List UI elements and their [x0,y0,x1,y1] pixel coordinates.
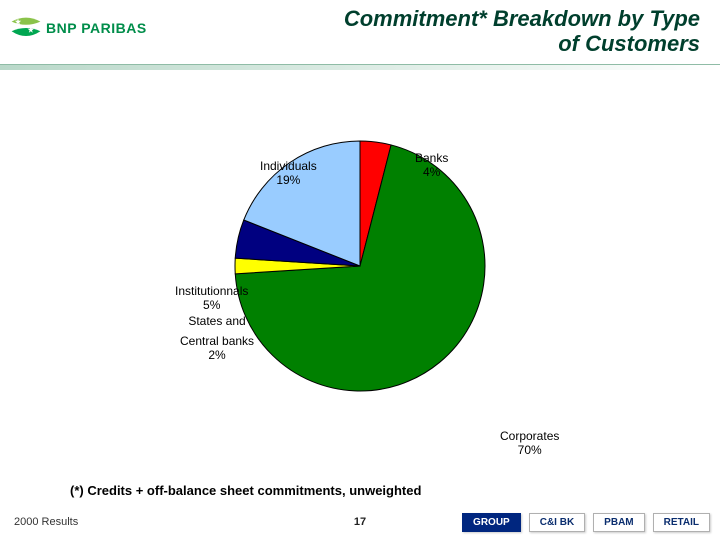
brand-name: BNP PARIBAS [46,20,147,36]
pie-slice-label: Institutionnals5% [175,285,248,313]
pie-slice-label: Corporates70% [500,430,559,458]
footnote: (*) Credits + off-balance sheet commitme… [70,483,421,498]
page-title-line2: of Customers [344,31,700,56]
brand-logo: BNP PARIBAS [10,12,147,44]
footer-left-text: 2000 Results [14,516,78,528]
footer-tabs: GROUP C&I BK PBAM RETAIL [462,513,710,532]
pie-slice-label: States andCentral banks2% [180,315,254,362]
tab-c-i-bk[interactable]: C&I BK [529,513,585,532]
header: BNP PARIBAS Commitment* Breakdown by Typ… [0,0,720,80]
footer: 2000 Results 17 GROUP C&I BK PBAM RETAIL [0,508,720,536]
bnp-stars-icon [10,12,42,44]
page-number: 17 [354,516,366,528]
tab-retail[interactable]: RETAIL [653,513,710,532]
page-title-line1: Commitment* Breakdown by Type [344,6,700,31]
page-title: Commitment* Breakdown by Type of Custome… [344,6,700,57]
pie-slice-label: Banks4% [415,152,448,180]
pie-slice-label: Individuals19% [260,160,317,188]
tab-pbam[interactable]: PBAM [593,513,644,532]
header-divider [0,64,720,70]
pie-chart: Banks4% Corporates70% States andCentral ba… [0,90,720,480]
tab-group[interactable]: GROUP [462,513,521,532]
